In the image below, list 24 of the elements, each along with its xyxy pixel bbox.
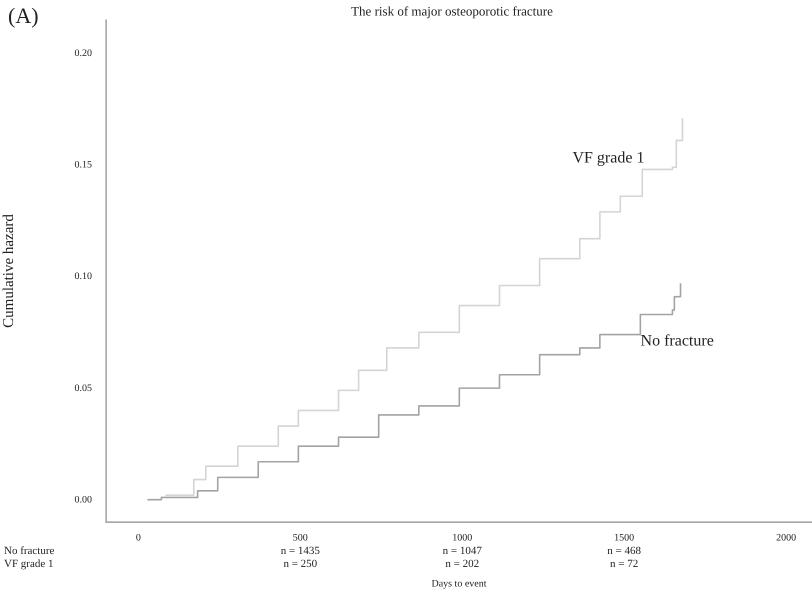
x-tick-label: 500 [292, 532, 308, 544]
x-tick-label: 0 [136, 532, 141, 544]
text: n = 468 [607, 544, 642, 557]
y-tick-label: 0.05 [74, 382, 92, 394]
series-label: VF grade 1 [572, 149, 644, 166]
text: (A) [8, 2, 39, 28]
chart-title: The risk of major osteoporotic fracture [351, 3, 554, 18]
x-tick-label: 1000 [452, 532, 472, 544]
text: n = 1435 [280, 544, 320, 557]
text: n = 202 [445, 558, 480, 570]
y-axis-title: Cumulative hazard [0, 214, 17, 328]
y-tick-label: 0.00 [74, 494, 92, 506]
text: n = 72 [610, 558, 638, 570]
text: n = 250 [283, 558, 318, 570]
text: VF grade 1 [4, 558, 54, 570]
y-tick-label: 0.15 [74, 160, 92, 171]
x-axis-title: Days to event [432, 578, 487, 590]
text: No fracture [4, 544, 54, 557]
text: n = 1047 [442, 544, 482, 557]
y-tick-label: 0.20 [74, 48, 92, 60]
x-tick-label: 1500 [614, 532, 634, 544]
x-tick-label: 2000 [776, 532, 796, 544]
series-label: No fracture [640, 332, 714, 350]
y-tick-label: 0.10 [74, 271, 92, 282]
